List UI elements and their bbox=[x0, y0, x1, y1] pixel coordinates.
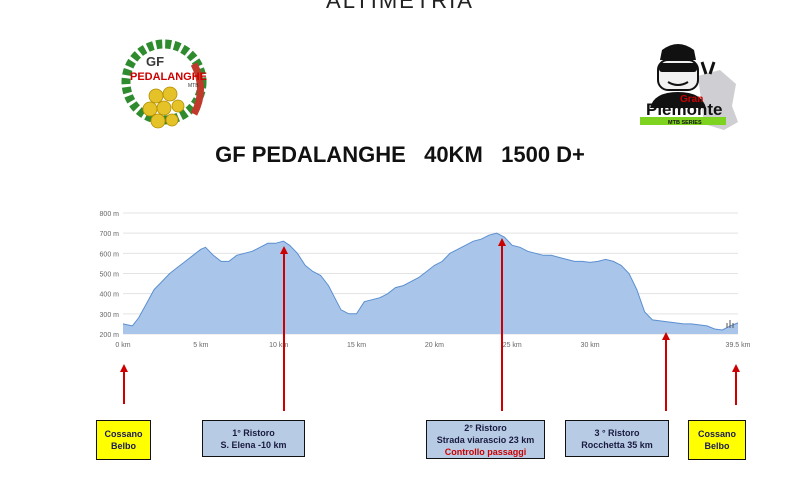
waypoint-box: 3 ° Ristoro Rocchetta 35 km bbox=[565, 420, 669, 457]
svg-text:MTB SERIES: MTB SERIES bbox=[668, 120, 702, 126]
page-title: GF PEDALANGHE 40KM 1500 D+ bbox=[215, 142, 585, 167]
y-tick-label: 400 m bbox=[100, 292, 120, 299]
waypoint-label: Cossano bbox=[104, 429, 143, 439]
svg-text:Piemonte: Piemonte bbox=[646, 100, 723, 119]
waypoint-box: 1° Ristoro S. Elena -10 km bbox=[202, 420, 305, 457]
waypoint-label: S. Elena -10 km bbox=[220, 439, 287, 450]
x-tick-label: 30 km bbox=[581, 342, 600, 349]
waypoint-box: Cossano Belbo bbox=[96, 420, 151, 460]
y-tick-label: 200 m bbox=[100, 332, 120, 339]
y-tick-label: 700 m bbox=[100, 231, 120, 238]
y-tick-label: 600 m bbox=[100, 251, 120, 258]
elevation-line bbox=[122, 232, 739, 331]
waypoint-label: Strada viarascio 23 km bbox=[436, 434, 535, 445]
y-tick-label: 800 m bbox=[100, 211, 120, 218]
waypoint-label: 1° Ristoro bbox=[232, 427, 275, 438]
arrow-head-icon bbox=[280, 246, 288, 254]
arrow-head-icon bbox=[498, 238, 506, 246]
waypoint-label: Belbo bbox=[110, 441, 136, 451]
gran-piemonte-logo: Gran Piemonte MTB SERIES bbox=[640, 44, 738, 130]
waypoint-note: Controllo passaggi bbox=[444, 446, 527, 457]
x-tick-label: 15 km bbox=[347, 342, 366, 349]
x-tick-label: 25 km bbox=[503, 342, 522, 349]
svg-text:GF: GF bbox=[146, 54, 164, 69]
x-tick-label: 0 km bbox=[115, 342, 130, 349]
elevation-area bbox=[123, 233, 738, 334]
arrow-head-icon bbox=[120, 364, 128, 372]
x-tick-label: 20 km bbox=[425, 342, 444, 349]
y-tick-label: 500 m bbox=[100, 272, 120, 279]
arrow-head-icon bbox=[662, 332, 670, 340]
svg-text:MTB: MTB bbox=[188, 83, 199, 89]
arrow-head-icon bbox=[732, 364, 740, 372]
svg-text:PEDALANGHE: PEDALANGHE bbox=[130, 71, 207, 83]
waypoint-label: 2° Ristoro bbox=[464, 422, 507, 433]
waypoint-box: Cossano Belbo bbox=[688, 420, 746, 460]
gf-pedalanghe-logo: GF PEDALANGHE MTB bbox=[121, 39, 207, 129]
top-title: ALTIMETRIA bbox=[326, 0, 474, 13]
waypoint-box: 2° Ristoro Strada viarascio 23 km Controll… bbox=[426, 420, 545, 459]
waypoint-label: Rocchetta 35 km bbox=[581, 439, 653, 450]
svg-text:Gran: Gran bbox=[680, 94, 703, 105]
x-tick-label: 5 km bbox=[193, 342, 208, 349]
x-tick-label: 39.5 km bbox=[726, 342, 751, 349]
waypoint-label: Belbo bbox=[704, 441, 730, 451]
waypoint-label: 3 ° Ristoro bbox=[594, 427, 640, 438]
waypoint-label: Cossano bbox=[697, 429, 736, 439]
y-tick-label: 300 m bbox=[100, 312, 120, 319]
x-tick-label: 10 km bbox=[269, 342, 288, 349]
